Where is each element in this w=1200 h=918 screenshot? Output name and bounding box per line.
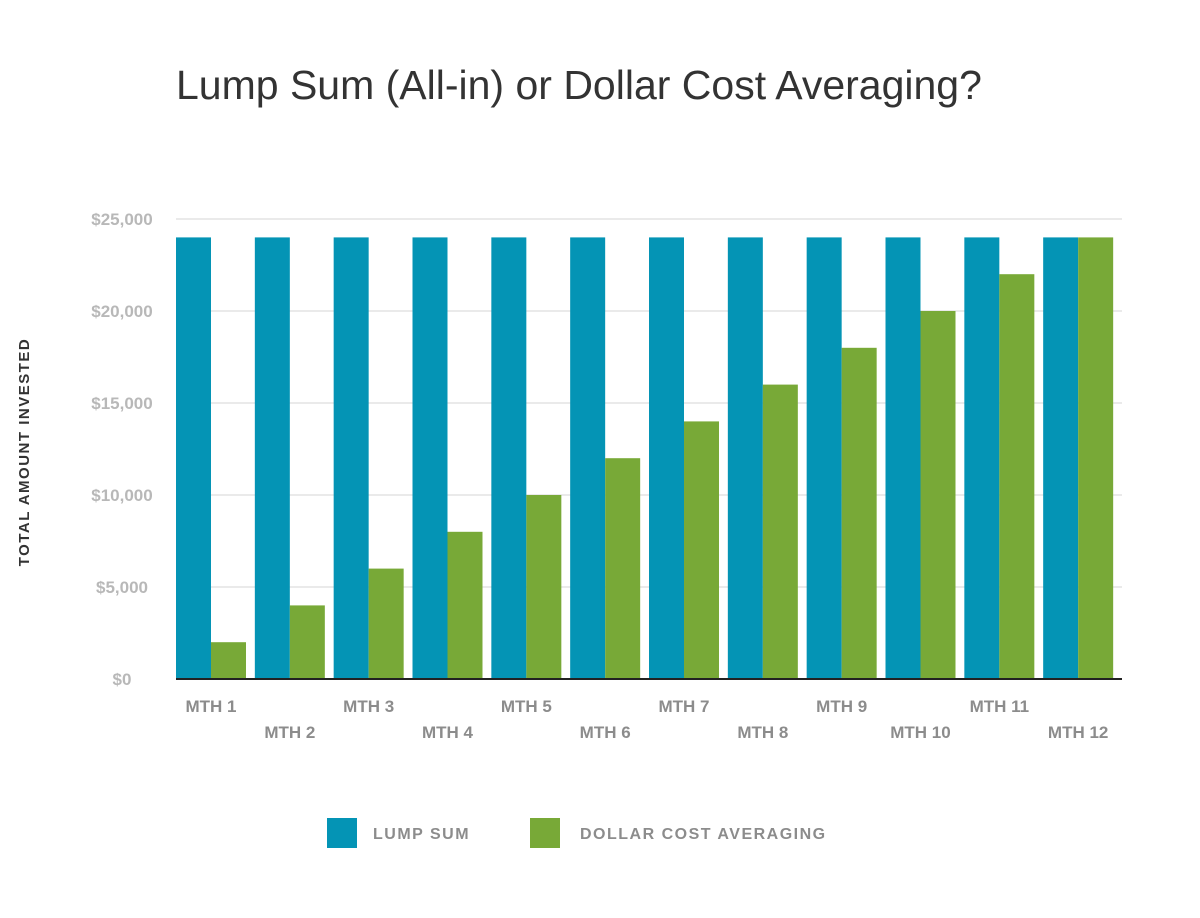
lump-sum-bar	[885, 237, 921, 679]
x-tick-label: MTH 8	[737, 723, 788, 742]
x-tick-label: MTH 5	[501, 697, 552, 716]
dca-bar	[447, 531, 483, 679]
y-axis-label: TOTAL AMOUNT INVESTED	[16, 338, 33, 566]
lump-sum-bar	[806, 237, 842, 679]
x-tick-label: MTH 2	[264, 723, 315, 742]
chart-title: Lump Sum (All-in) or Dollar Cost Averagi…	[176, 62, 982, 108]
y-tick-label: $20,000	[91, 302, 152, 321]
x-tick-label: MTH 12	[1048, 723, 1108, 742]
dca-bar	[762, 384, 798, 679]
lump-sum-bar	[570, 237, 606, 679]
x-tick-label: MTH 3	[343, 697, 394, 716]
lump-sum-bar	[254, 237, 290, 679]
lump-sum-bar	[333, 237, 369, 679]
y-tick-label: $15,000	[91, 394, 152, 413]
lump-sum-bar	[727, 237, 763, 679]
x-tick-label: MTH 10	[890, 723, 950, 742]
dca-bar	[1078, 237, 1114, 679]
dca-bar	[841, 347, 877, 679]
x-tick-label: MTH 4	[422, 723, 474, 742]
legend-label: LUMP SUM	[373, 826, 470, 843]
legend: LUMP SUM DOLLAR COST AVERAGING	[327, 818, 827, 848]
x-tick-label: MTH 9	[816, 697, 867, 716]
dca-bar	[999, 274, 1035, 679]
x-tick-label: MTH 11	[970, 697, 1030, 716]
dca-bar	[211, 642, 246, 679]
lump-sum-bar	[649, 237, 684, 679]
dca-bar	[605, 458, 641, 679]
lump-sum-bar	[1043, 237, 1079, 679]
lump-sum-bar	[964, 237, 1000, 679]
x-axis-ticks: MTH 1 MTH 2 MTH 3 MTH 4 MTH 5 MTH 6 MTH 7 MTH 8…	[186, 697, 1109, 742]
y-tick-label: $25,000	[91, 210, 152, 229]
y-tick-label: $10,000	[91, 486, 152, 505]
y-tick-label: $5,000	[96, 578, 148, 597]
x-tick-label: MTH 7	[659, 697, 710, 716]
legend-label: DOLLAR COST AVERAGING	[580, 826, 827, 843]
dca-bar	[526, 495, 562, 679]
lump-sum-bar	[176, 237, 211, 679]
y-tick-label: $0	[113, 670, 132, 689]
dca-bar	[684, 421, 719, 679]
dca-bar	[368, 568, 404, 679]
x-tick-label: MTH 6	[580, 723, 631, 742]
lump-sum-bar	[412, 237, 448, 679]
legend-swatch	[530, 818, 560, 848]
lump-sum-bar	[491, 237, 527, 679]
dca-bar	[920, 311, 956, 679]
dca-bar	[289, 605, 325, 679]
y-axis-ticks: $0 $5,000 $10,000 $15,000 $20,000 $25,000	[91, 210, 152, 689]
x-tick-label: MTH 1	[186, 697, 237, 716]
legend-swatch	[327, 818, 357, 848]
bars	[176, 237, 1114, 679]
